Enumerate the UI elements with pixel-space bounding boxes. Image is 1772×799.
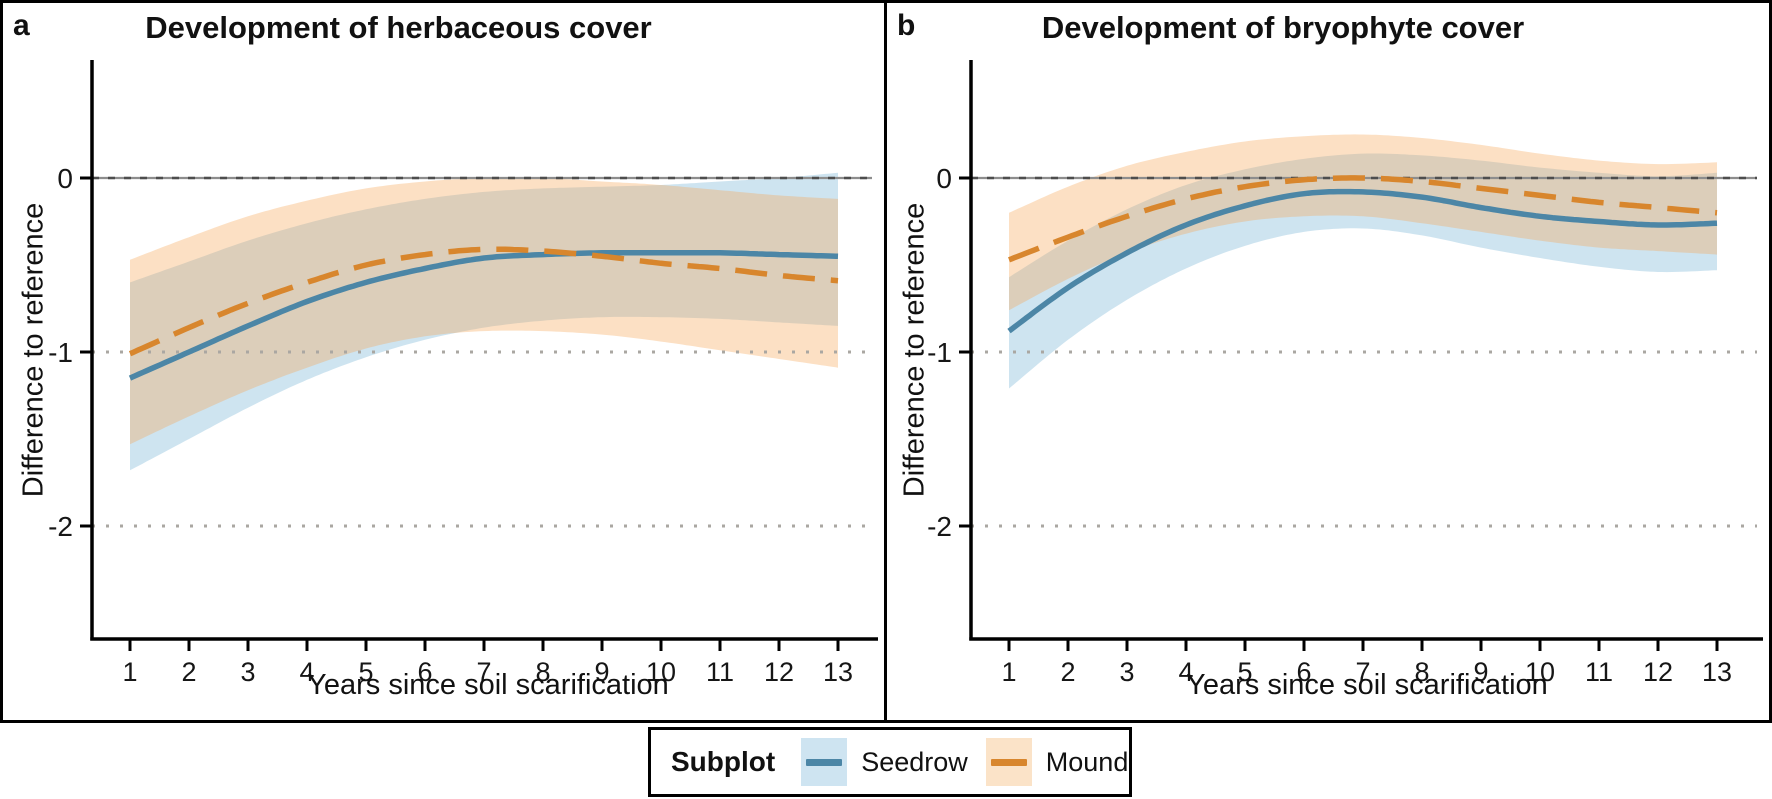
x-tick-label-12-b: 12 bbox=[1643, 657, 1673, 687]
y-tick-label--1-b: -1 bbox=[927, 337, 952, 368]
y-tick-label--2-b: -2 bbox=[927, 511, 952, 542]
panel-divider bbox=[884, 3, 887, 720]
legend-item-seedrow: Seedrow bbox=[801, 738, 968, 786]
x-tick-label-12-a: 12 bbox=[764, 657, 794, 687]
x-tick-label-2-b: 2 bbox=[1060, 657, 1075, 687]
x-tick-label-7-a: 7 bbox=[476, 657, 491, 687]
x-tick-label-6-b: 6 bbox=[1296, 657, 1311, 687]
x-tick-label-2-a: 2 bbox=[181, 657, 196, 687]
legend-title: Subplot bbox=[671, 746, 776, 777]
x-tick-label-3-b: 3 bbox=[1119, 657, 1134, 687]
panel-b: 1 2 3 4 5 6 7 8 9 10 11 12 13 0 -1 -2 b Development of … bbox=[887, 3, 1769, 720]
x-tick-label-13-a: 13 bbox=[823, 657, 853, 687]
x-tick-label-10-b: 10 bbox=[1525, 657, 1555, 687]
panel-a-y-axis-title: Difference to reference bbox=[17, 202, 50, 498]
x-tick-label-8-b: 8 bbox=[1414, 657, 1429, 687]
panel-b-x-axis-title: Years since soil scarification bbox=[1186, 669, 1548, 701]
mound-band-a bbox=[130, 177, 838, 445]
panel-a: 1 2 3 4 5 6 7 8 9 10 11 12 13 0 -1 -2 a Development of … bbox=[3, 3, 884, 720]
seedrow-band-b bbox=[1009, 153, 1717, 389]
x-tick-label-1-b: 1 bbox=[1001, 657, 1016, 687]
x-tick-label-3-a: 3 bbox=[240, 657, 255, 687]
panel-b-label: b bbox=[897, 9, 916, 42]
x-tick-label-9-a: 9 bbox=[594, 657, 609, 687]
mound-key-line bbox=[990, 758, 1027, 766]
y-tick-label--2-a: -2 bbox=[48, 511, 73, 542]
mound-key-icon bbox=[985, 738, 1032, 786]
x-tick-label-13-b: 13 bbox=[1702, 657, 1732, 687]
legend-item-mound-label: Mound bbox=[1045, 746, 1129, 777]
x-tick-label-1-a: 1 bbox=[122, 657, 137, 687]
x-tick-label-6-a: 6 bbox=[417, 657, 432, 687]
x-tick-label-4-b: 4 bbox=[1178, 657, 1193, 687]
x-tick-label-4-a: 4 bbox=[299, 657, 314, 687]
plot-b: 1 2 3 4 5 6 7 8 9 10 11 12 130-1-2 bbox=[927, 60, 1763, 687]
plot-a: 1 2 3 4 5 6 7 8 9 10 11 12 130-1-2 bbox=[48, 60, 878, 687]
panel-a-label: a bbox=[13, 9, 30, 42]
seedrow-band-a bbox=[130, 172, 838, 471]
x-tick-label-11-a: 11 bbox=[706, 657, 734, 687]
x-tick-label-5-a: 5 bbox=[358, 657, 373, 687]
x-tick-label-7-b: 7 bbox=[1355, 657, 1370, 687]
x-tick-label-5-b: 5 bbox=[1237, 657, 1252, 687]
x-tick-label-11-b: 11 bbox=[1585, 657, 1613, 687]
seedrow-line-a bbox=[128, 249, 839, 381]
panel-a-x-axis-title: Years since soil scarification bbox=[307, 669, 669, 701]
panel-a-title: Development of herbaceous cover bbox=[145, 10, 652, 45]
seedrow-line-b bbox=[1007, 188, 1718, 334]
x-tick-label-10-a: 10 bbox=[646, 657, 676, 687]
seedrow-key-icon bbox=[801, 738, 848, 786]
legend-box: Subplot Seedrow Mound bbox=[648, 727, 1132, 797]
x-tick-label-8-a: 8 bbox=[535, 657, 550, 687]
chart-area: 1 2 3 4 5 6 7 8 9 10 11 12 13 0 -1 -2 a Development of … bbox=[0, 0, 1772, 723]
y-tick-label-0-b: 0 bbox=[936, 163, 952, 194]
legend-item-seedrow-label: Seedrow bbox=[861, 746, 968, 777]
y-tick-label--1-a: -1 bbox=[48, 337, 73, 368]
panel-b-title: Development of bryophyte cover bbox=[1041, 10, 1525, 45]
panel-b-y-axis-title: Difference to reference bbox=[898, 202, 931, 498]
y-tick-label-0-a: 0 bbox=[57, 163, 73, 194]
x-tick-label-9-b: 9 bbox=[1473, 657, 1488, 687]
legend-item-mound: Mound bbox=[985, 738, 1129, 786]
seedrow-key-line bbox=[806, 758, 843, 766]
mound-line-b bbox=[1008, 175, 1718, 263]
